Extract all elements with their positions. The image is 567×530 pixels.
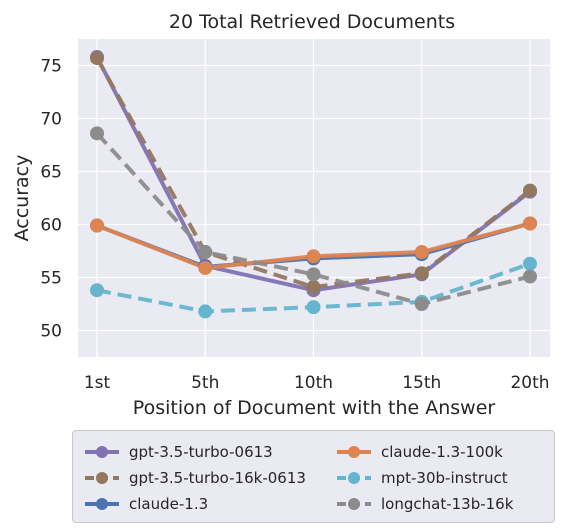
legend-item: gpt-3.5-turbo-0613 [83,441,273,463]
chart-title: 20 Total Retrieved Documents [169,11,455,33]
data-point [306,300,321,315]
legend-label: longchat-13b-16k [381,495,514,513]
data-point [306,267,321,282]
data-point [90,283,104,298]
legend-item: longchat-13b-16k [335,493,513,515]
data-point [523,183,537,198]
legend-item: gpt-3.5-turbo-16k-0613 [83,467,306,489]
x-axis-label: Position of Document with the Answer [133,397,496,419]
series-line-5 [95,131,531,306]
y-tick-labels: 50 55 60 65 70 75 [40,57,62,342]
legend-label: mpt-30b-instruct [381,469,508,487]
line-chart: 20 Total Retrieved Documents 50 55 60 65 70 7… [11,11,550,419]
data-point [306,280,321,295]
y-tick-label: 65 [40,163,62,183]
data-point [90,218,104,233]
legend-swatch [85,498,119,510]
x-tick-label: 5th [191,373,219,393]
y-tick-label: 60 [40,216,62,236]
data-point [523,256,537,271]
data-point [414,297,429,311]
data-point [198,260,213,275]
data-point [523,216,537,231]
data-point [90,126,104,141]
data-point [198,304,213,319]
x-tick-labels: 1st 5th 10th 15th 20th [84,373,550,393]
data-point [414,245,429,260]
data-point [90,51,104,66]
legend-swatch [337,498,371,510]
y-axis-label: Accuracy [11,155,33,242]
legend-item: mpt-30b-instruct [335,467,508,489]
legend-label: claude-1.3 [129,495,209,513]
legend-swatch [337,446,371,458]
legend-item: claude-1.3-100k [335,441,503,463]
y-tick-label: 50 [40,322,62,342]
legend-label: gpt-3.5-turbo-0613 [129,443,273,461]
x-tick-label: 15th [402,373,441,393]
y-tick-label: 70 [40,110,62,130]
y-tick-label: 55 [40,269,62,289]
data-point [414,266,429,281]
data-point [198,245,213,260]
x-tick-label: 10th [294,373,333,393]
legend: gpt-3.5-turbo-0613 gpt-3.5-turbo-16k-0613… [72,430,555,523]
legend-item: claude-1.3 [83,493,208,515]
x-tick-label: 1st [84,373,111,393]
x-tick-label: 20th [510,373,549,393]
series-lines [90,50,537,319]
data-point [523,269,537,284]
legend-label: claude-1.3-100k [381,443,503,461]
legend-swatch [85,472,119,484]
legend-label: gpt-3.5-turbo-16k-0613 [129,469,306,487]
data-point [306,249,321,264]
legend-swatch [85,446,119,458]
y-tick-label: 75 [40,57,62,77]
legend-swatch [337,472,371,484]
